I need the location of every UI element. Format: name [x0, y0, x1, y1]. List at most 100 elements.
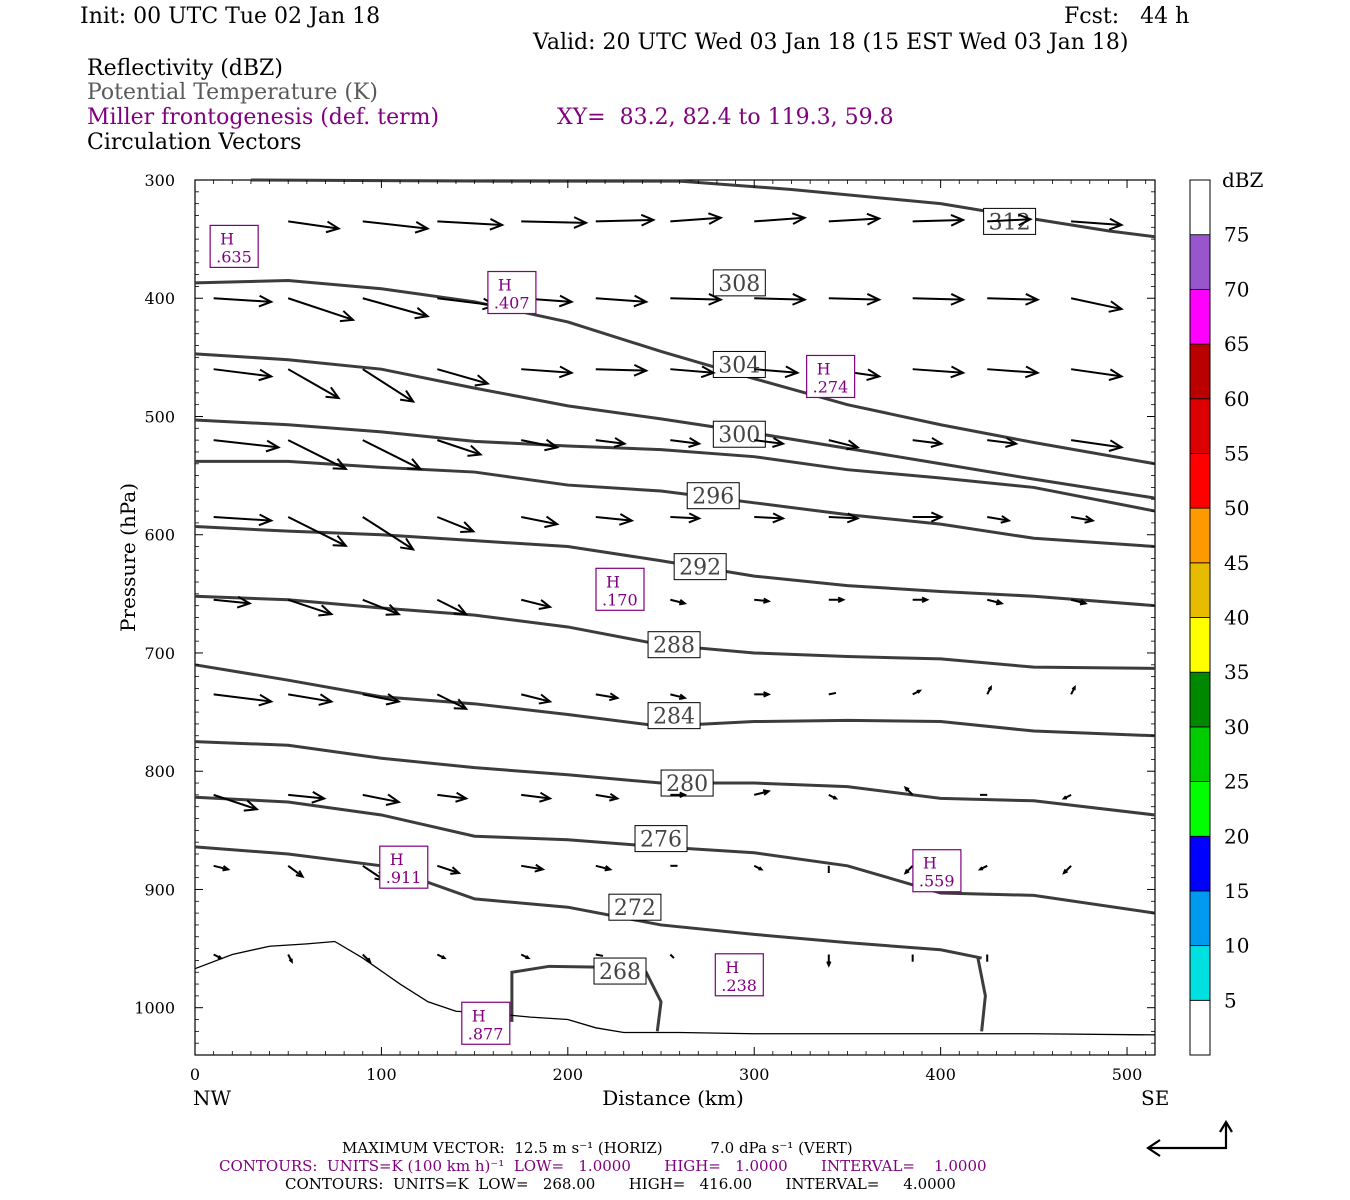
vector-head [678, 599, 688, 606]
y-axis-label: Pressure (hPa) [116, 483, 140, 632]
vector-head [525, 955, 531, 960]
circulation-vector [287, 439, 348, 471]
circulation-vector [595, 692, 620, 702]
x-tick-label: 0 [190, 1065, 200, 1084]
reference-vector-icon [1146, 1119, 1233, 1157]
vector-shaft [912, 368, 964, 374]
vector-head [1084, 515, 1096, 524]
vector-head [450, 866, 462, 875]
vector-head [1108, 368, 1124, 381]
circulation-vector [670, 598, 688, 606]
vector-shaft [828, 297, 880, 301]
vector-head [866, 293, 882, 306]
circulation-vector [828, 596, 846, 603]
vector-shaft [754, 297, 805, 301]
y-tick-label: 800 [144, 762, 175, 781]
vector-head [288, 958, 293, 964]
circulation-vector [521, 438, 560, 452]
vector-head [708, 212, 724, 225]
high-box [461, 1001, 511, 1045]
colorbar-segment [1189, 288, 1211, 345]
colorbar-segment [1189, 398, 1211, 454]
vector-shaft [987, 516, 1009, 522]
circulation-vector [987, 437, 1019, 448]
vector-head [604, 865, 613, 872]
vector-head [987, 684, 992, 691]
circulation-vector [437, 864, 462, 875]
circulation-vector [1061, 793, 1072, 800]
vector-shaft [436, 693, 467, 710]
theta-contour-296 [195, 459, 1156, 549]
colorbar-segment [1189, 781, 1211, 837]
x-tick-label: 100 [366, 1065, 397, 1084]
vector-head [265, 439, 281, 453]
vector-head [916, 689, 923, 694]
vector-head [538, 693, 553, 705]
vector-head [385, 793, 402, 806]
vector-head [1079, 599, 1088, 606]
circulation-vector [669, 953, 675, 959]
circulation-vector [436, 516, 476, 533]
vector-head [385, 693, 402, 706]
vector-shaft [1070, 439, 1122, 449]
vector-head [325, 386, 341, 400]
circulation-vector [287, 516, 348, 547]
colorbar-segment [1189, 671, 1211, 728]
vector-head [339, 310, 356, 323]
vector-head [332, 458, 348, 471]
circulation-vector [754, 365, 800, 379]
vector-shaft [912, 218, 964, 223]
vector-shaft [828, 439, 858, 449]
circulation-vector [1070, 439, 1124, 452]
circulation-vector [362, 220, 430, 234]
vector-head [608, 792, 620, 802]
init-time: Init: 00 UTC Tue 02 Jan 18 [80, 4, 381, 29]
terrain-line [194, 940, 1156, 1036]
high-box [714, 953, 764, 997]
x-tick-label: 400 [925, 1065, 956, 1084]
vector-head [950, 213, 966, 227]
colorbar-label: 20 [1224, 824, 1249, 848]
vector-head [758, 866, 764, 871]
vector-shaft [287, 297, 354, 321]
vector-shaft [1070, 598, 1086, 605]
circulation-vector [436, 953, 447, 960]
y-tick-label: 700 [144, 644, 175, 663]
colorbar-segment [1189, 945, 1211, 1001]
vector-shaft [437, 864, 460, 874]
contour-label-296: 296 [692, 485, 734, 510]
vector-head [846, 439, 860, 451]
vector-shaft [912, 297, 964, 301]
high-box [806, 354, 856, 399]
contour-label-box [712, 420, 766, 448]
contour-label-box [647, 631, 701, 659]
vector-shaft [987, 439, 1017, 445]
vector-shaft [213, 864, 229, 871]
vector-shaft [521, 220, 587, 224]
vector-head [400, 390, 416, 403]
vector-head [950, 365, 966, 379]
circulation-vector [754, 597, 772, 604]
vector-shaft [595, 218, 654, 223]
high-box [209, 224, 259, 268]
vector-head [903, 869, 910, 875]
vector-head [763, 597, 772, 604]
theta-contour-308 [194, 279, 1156, 466]
colorbar-label: 30 [1224, 715, 1249, 739]
colorbar-label: 40 [1224, 606, 1249, 630]
contour-label-box [608, 893, 662, 921]
circulation-vector [213, 368, 274, 382]
vector-shaft [362, 793, 399, 804]
circulation-vector [912, 213, 966, 227]
circulation-vector [213, 294, 274, 308]
vector-head [1062, 869, 1068, 875]
circulation-vector [1070, 515, 1096, 524]
high-marker: H [923, 854, 937, 873]
vector-head [832, 795, 839, 800]
vector-head [678, 693, 688, 700]
circulation-vector [987, 293, 1041, 306]
circulation-vector [213, 439, 281, 453]
circulation-vector [437, 791, 469, 803]
vector-head [414, 307, 430, 320]
vector-head [538, 599, 553, 610]
